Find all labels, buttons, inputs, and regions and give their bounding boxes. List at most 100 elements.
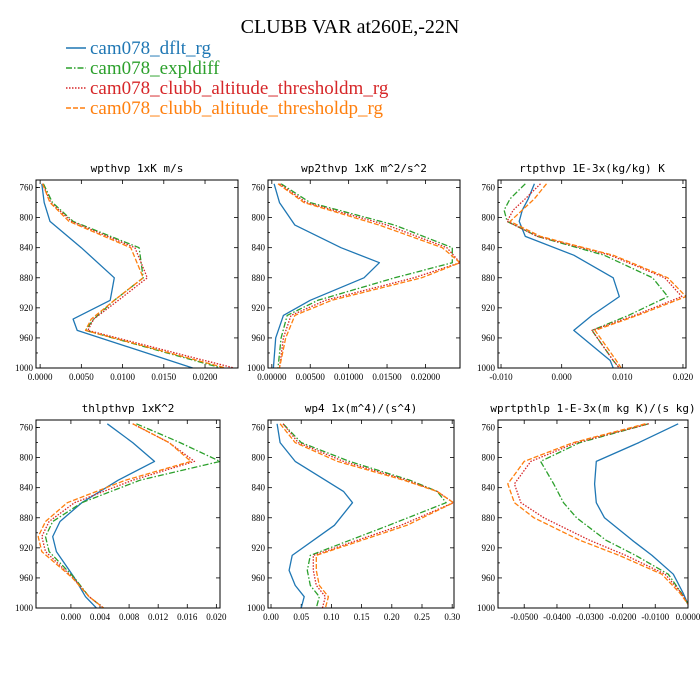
y-tick-label-5-3: 880 — [482, 513, 496, 523]
x-tick-label-5-2: -0.0300 — [576, 612, 604, 622]
y-tick-label-2-5: 960 — [482, 333, 496, 343]
series-line-0-3 — [41, 183, 226, 368]
series-line-5-2 — [513, 423, 688, 605]
y-tick-label-0-5: 960 — [20, 333, 34, 343]
series-line-5-1 — [539, 423, 688, 605]
panel-0: wpthvp 1xK m/s76080084088092096010000.00… — [15, 162, 239, 382]
y-tick-label-2-1: 800 — [482, 213, 496, 223]
series-line-4-0 — [276, 423, 354, 608]
series-line-0-2 — [42, 183, 235, 368]
x-tick-label-5-1: -0.0400 — [543, 612, 571, 622]
panel-title-2: rtpthvp 1E-3x(kg/kg) K — [519, 162, 665, 175]
x-tick-label-3-2: 0.008 — [119, 612, 140, 622]
y-tick-label-1-3: 880 — [252, 273, 266, 283]
panels: wpthvp 1xK m/s76080084088092096010000.00… — [15, 162, 700, 622]
x-tick-label-0-0: 0.0000 — [28, 372, 53, 382]
y-tick-label-4-0: 760 — [252, 423, 266, 433]
y-tick-label-2-6: 1000 — [477, 363, 496, 373]
y-tick-label-0-4: 920 — [20, 303, 34, 313]
x-tick-label-1-0: 0.00000 — [257, 372, 287, 382]
panel-title-5: wprtpthlp 1-E-3x(m kg K)/(s kg) — [490, 402, 695, 415]
y-tick-label-4-4: 920 — [252, 543, 266, 553]
y-tick-label-5-0: 760 — [482, 423, 496, 433]
legend: cam078_dflt_rgcam078_expldiffcam078_club… — [66, 38, 389, 119]
y-tick-label-3-4: 920 — [20, 543, 34, 553]
x-tick-label-4-4: 0.20 — [384, 612, 400, 622]
series-line-3-2 — [41, 423, 196, 608]
x-tick-label-5-3: -0.0200 — [609, 612, 637, 622]
series-line-3-3 — [37, 423, 192, 608]
panel-4: wp4 1x(m^4)/(s^4)76080084088092096010000… — [247, 402, 461, 622]
legend-label-3: cam078_clubb_altitude_thresholdp_rg — [90, 98, 384, 119]
series-group-0 — [41, 183, 235, 368]
y-tick-label-1-0: 760 — [252, 183, 266, 193]
x-tick-label-3-5: 0.020 — [206, 612, 227, 622]
panel-title-4: wp4 1x(m^4)/(s^4) — [305, 402, 418, 415]
y-tick-label-1-4: 920 — [252, 303, 266, 313]
y-tick-label-0-6: 1000 — [15, 363, 34, 373]
y-tick-label-0-0: 760 — [20, 183, 34, 193]
series-line-5-3 — [507, 423, 688, 605]
plot-frame-5 — [497, 419, 689, 609]
x-tick-label-2-0: -0.010 — [489, 372, 513, 382]
figure-title: CLUBB VAR at260E,-22N — [241, 16, 460, 38]
series-group-1 — [272, 183, 460, 368]
x-tick-label-0-3: 0.0150 — [151, 372, 176, 382]
y-tick-label-4-6: 1000 — [247, 603, 266, 613]
y-tick-label-2-0: 760 — [482, 183, 496, 193]
series-line-1-2 — [278, 183, 460, 368]
y-tick-label-5-2: 840 — [482, 483, 496, 493]
y-tick-label-3-6: 1000 — [15, 603, 34, 613]
y-tick-label-3-1: 800 — [20, 453, 34, 463]
x-tick-label-4-6: 0.30 — [444, 612, 460, 622]
x-tick-label-4-3: 0.15 — [354, 612, 370, 622]
legend-label-2: cam078_clubb_altitude_thresholdm_rg — [90, 78, 389, 99]
panel-title-3: thlpthvp 1xK^2 — [82, 402, 175, 415]
y-tick-label-5-6: 1000 — [477, 603, 496, 613]
y-tick-label-4-3: 880 — [252, 513, 266, 523]
x-tick-label-4-1: 0.05 — [293, 612, 309, 622]
x-tick-label-4-5: 0.25 — [414, 612, 430, 622]
y-tick-label-2-3: 880 — [482, 273, 496, 283]
series-line-4-3 — [279, 423, 454, 608]
plot-frame-1 — [267, 179, 461, 369]
plot-frame-3 — [35, 419, 221, 609]
y-tick-label-1-5: 960 — [252, 333, 266, 343]
series-group-3 — [37, 423, 220, 608]
x-tick-label-3-1: 0.004 — [90, 612, 111, 622]
series-group-4 — [276, 423, 454, 608]
y-tick-label-1-6: 1000 — [247, 363, 266, 373]
x-tick-label-2-3: 0.020 — [673, 372, 694, 382]
x-tick-label-3-4: 0.016 — [177, 612, 198, 622]
panel-2: rtpthvp 1E-3x(kg/kg) K 760 800 840 880 920 960… — [477, 162, 694, 382]
x-tick-label-0-4: 0.0200 — [193, 372, 218, 382]
series-line-1-3 — [277, 183, 460, 368]
y-tick-label-4-1: 800 — [252, 453, 266, 463]
y-tick-label-4-5: 960 — [252, 573, 266, 583]
y-tick-label-5-1: 800 — [482, 453, 496, 463]
panel-title-0: wpthvp 1xK m/s — [91, 162, 184, 175]
x-tick-label-4-2: 0.10 — [324, 612, 340, 622]
x-tick-label-1-4: 0.02000 — [411, 372, 441, 382]
series-group-2 — [503, 183, 686, 368]
x-tick-label-5-0: -0.0500 — [510, 612, 538, 622]
x-tick-label-1-1: 0.00500 — [296, 372, 326, 382]
y-tick-label-0-2: 840 — [20, 243, 34, 253]
y-tick-label-5-5: 960 — [482, 573, 496, 583]
y-tick-label-3-3: 880 — [20, 513, 34, 523]
series-line-5-0 — [593, 423, 688, 605]
series-line-2-3 — [509, 183, 686, 368]
x-tick-label-1-2: 0.01000 — [334, 372, 364, 382]
x-tick-label-2-2: 0.010 — [612, 372, 633, 382]
plot-frame-2 — [497, 179, 687, 369]
x-tick-label-2-1: 0.000 — [552, 372, 573, 382]
x-tick-label-3-0: 0.000 — [61, 612, 82, 622]
x-tick-label-4-0: 0.00 — [263, 612, 279, 622]
x-tick-label-0-2: 0.0100 — [110, 372, 135, 382]
panel-5: wprtpthlp 1-E-3x(m kg K)/(s kg) 760 800 840… — [477, 402, 700, 622]
series-line-0-1 — [42, 183, 222, 368]
y-tick-label-3-2: 840 — [20, 483, 34, 493]
series-line-0-0 — [41, 183, 193, 368]
x-tick-label-3-3: 0.012 — [148, 612, 168, 622]
